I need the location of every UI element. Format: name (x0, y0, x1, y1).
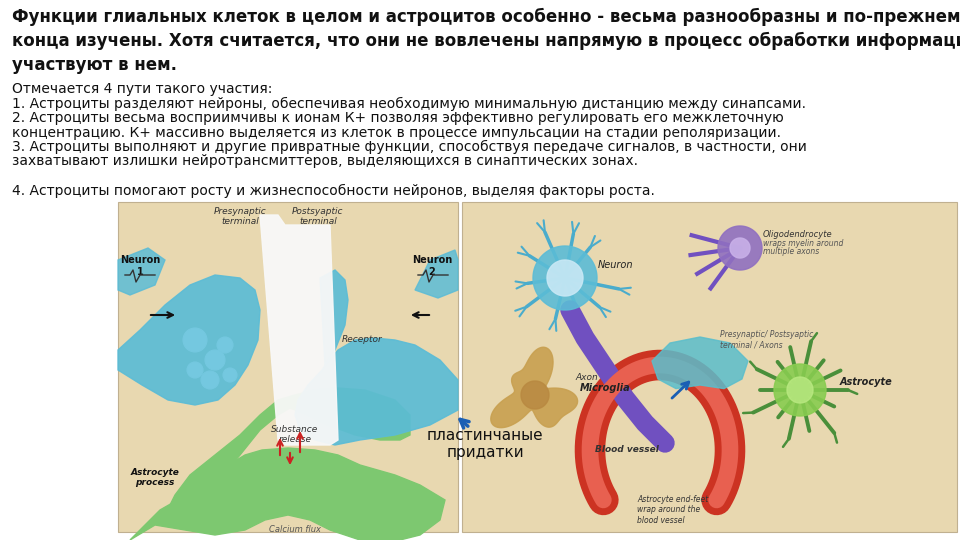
Circle shape (201, 371, 219, 389)
Text: Blood vessel: Blood vessel (595, 446, 659, 455)
Circle shape (183, 328, 207, 352)
Text: захватывают излишки нейротрансмиттеров, выделяющихся в синаптических зонах.: захватывают излишки нейротрансмиттеров, … (12, 154, 638, 168)
Bar (462, 202, 957, 532)
Circle shape (223, 368, 237, 382)
Text: Neuron
2: Neuron 2 (412, 255, 452, 276)
Polygon shape (491, 347, 578, 428)
Polygon shape (718, 226, 762, 270)
Polygon shape (787, 377, 813, 403)
Bar (118, 202, 458, 532)
Polygon shape (415, 250, 458, 298)
Text: Presynaptic
terminal: Presynaptic terminal (214, 207, 266, 226)
Polygon shape (730, 238, 750, 258)
Text: wraps myelin around: wraps myelin around (763, 239, 844, 248)
Text: Astrocyte
process: Astrocyte process (131, 468, 180, 488)
Polygon shape (521, 381, 549, 409)
Text: Presynaptic/ Postsyaptic
terminal / Axons: Presynaptic/ Postsyaptic terminal / Axon… (720, 330, 813, 349)
Polygon shape (260, 215, 338, 445)
Text: 2. Астроциты весьма восприимчивы к ионам К+ позволяя эффективно регулировать его: 2. Астроциты весьма восприимчивы к ионам… (12, 111, 783, 125)
Circle shape (205, 350, 225, 370)
Text: Axon: Axon (575, 374, 598, 382)
Text: Postsyaptic
terminal: Postsyaptic terminal (292, 207, 344, 226)
Text: 1. Астроциты разделяют нейроны, обеспечивая необходимую минимальную дистанцию ме: 1. Астроциты разделяют нейроны, обеспечи… (12, 97, 806, 111)
Text: Neuron: Neuron (598, 260, 634, 270)
Text: концентрацию. К+ массивно выделяется из клеток в процессе импульсации на стадии : концентрацию. К+ массивно выделяется из … (12, 125, 781, 139)
Text: Функции глиальных клеток в целом и астроцитов особенно - весьма разнообразны и п: Функции глиальных клеток в целом и астро… (12, 8, 960, 73)
Polygon shape (165, 388, 410, 530)
Text: Astrocyte: Astrocyte (840, 377, 893, 387)
Polygon shape (533, 246, 597, 310)
Text: пластинчаные
придатки: пластинчаные придатки (426, 428, 543, 461)
Text: Neuron
1: Neuron 1 (120, 255, 160, 276)
Text: 3. Астроциты выполняют и другие привратные функции, способствуя передаче сигнало: 3. Астроциты выполняют и другие привратн… (12, 140, 806, 154)
Polygon shape (118, 248, 165, 295)
Circle shape (187, 362, 203, 378)
Text: Oligodendrocyte: Oligodendrocyte (763, 230, 832, 239)
Text: multiple axons: multiple axons (763, 247, 819, 256)
Text: 4. Астроциты помогают росту и жизнеспособности нейронов, выделяя факторы роста.: 4. Астроциты помогают росту и жизнеспосо… (12, 184, 655, 198)
Polygon shape (130, 448, 445, 540)
Text: Astrocyte end-feet
wrap around the
blood vessel: Astrocyte end-feet wrap around the blood… (637, 495, 708, 525)
Polygon shape (295, 270, 458, 445)
Text: Calcium flux: Calcium flux (269, 525, 321, 534)
Circle shape (217, 337, 233, 353)
Polygon shape (547, 260, 583, 296)
Polygon shape (774, 364, 826, 416)
Text: Substance
release: Substance release (272, 425, 319, 444)
Text: Отмечается 4 пути такого участия:: Отмечается 4 пути такого участия: (12, 82, 273, 96)
Polygon shape (118, 275, 260, 405)
Text: Receptor: Receptor (342, 335, 383, 345)
Polygon shape (652, 337, 748, 389)
Text: Microglia: Microglia (580, 383, 631, 393)
